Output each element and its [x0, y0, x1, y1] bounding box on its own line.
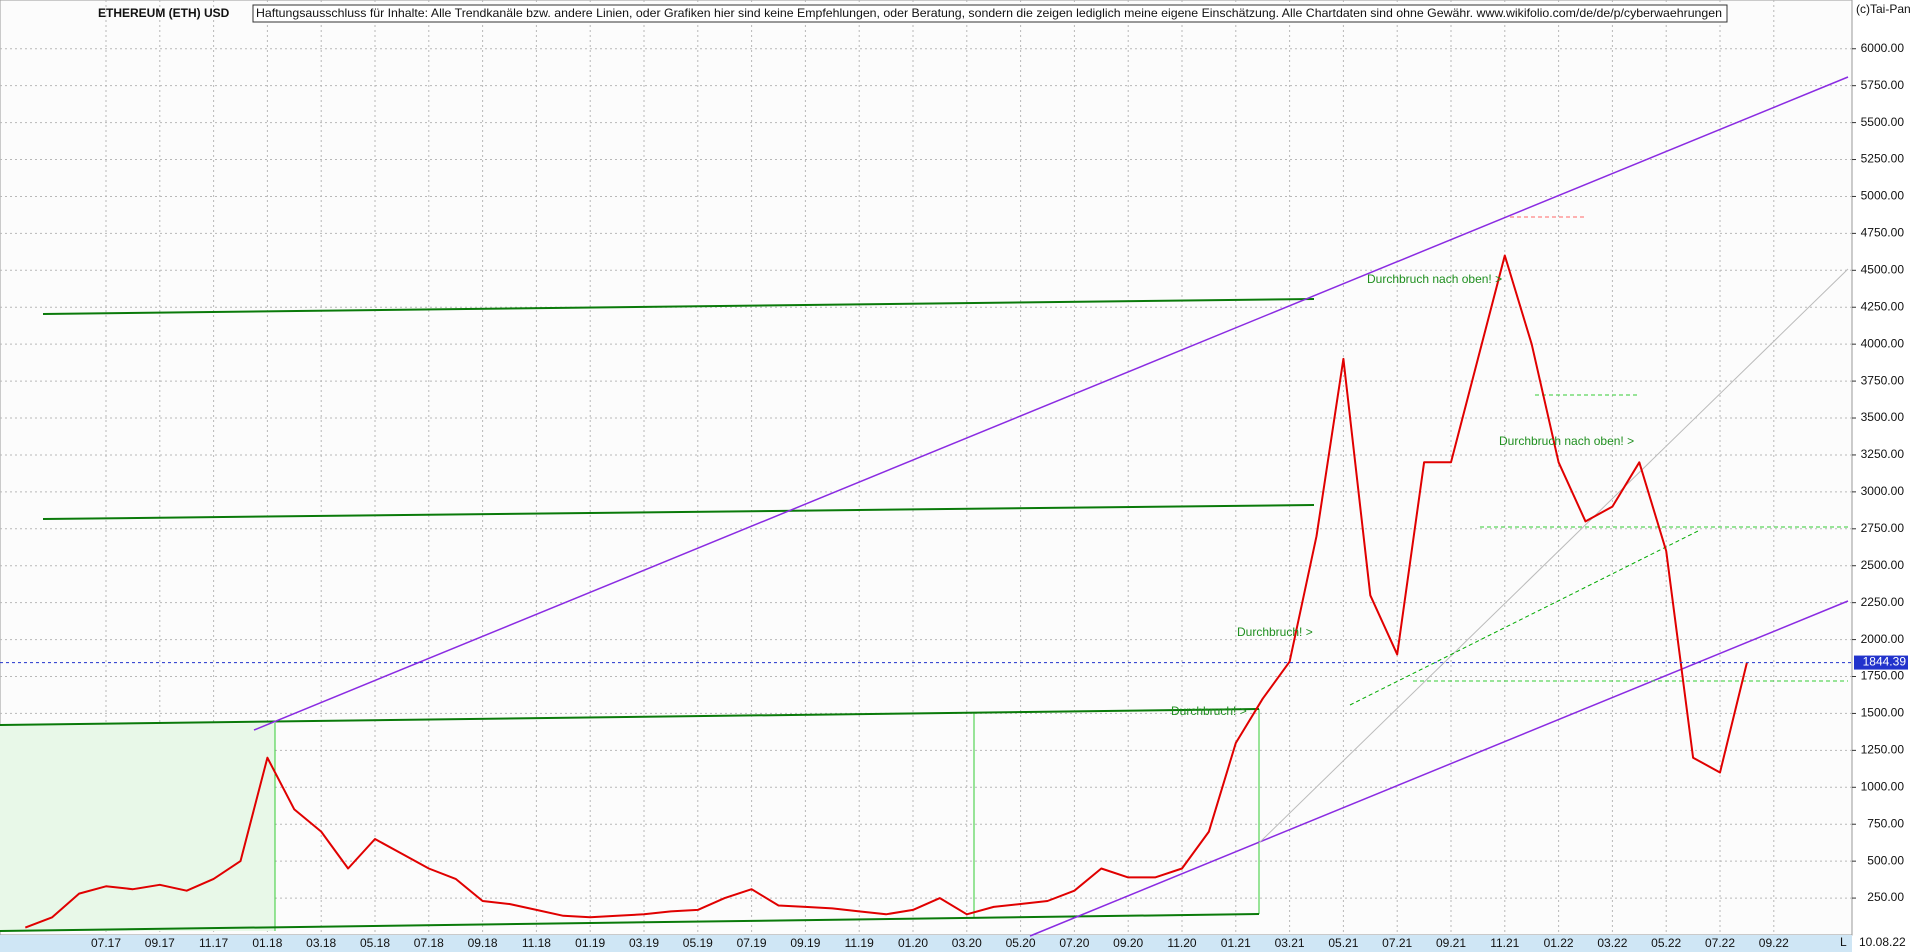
x-tick-label: 05.20 — [1006, 936, 1036, 950]
y-tick-label: 5000.00 — [1861, 189, 1905, 203]
x-tick-label: 07.21 — [1382, 936, 1412, 950]
x-tick-label: 05.19 — [683, 936, 713, 950]
annotation: Durchbruch nach oben! > — [1367, 272, 1502, 286]
trendline — [42, 298, 1315, 315]
y-tick-label: 4000.00 — [1861, 336, 1905, 350]
x-tick-label: 09.22 — [1759, 936, 1789, 950]
disclaimer: Haftungsausschluss für Inhalte: Alle Tre… — [256, 6, 1722, 20]
y-tick-label: 1500.00 — [1861, 706, 1905, 720]
y-tick-label: 500.00 — [1867, 853, 1904, 867]
y-tick-label: 4250.00 — [1861, 299, 1905, 313]
trendline — [42, 504, 1315, 520]
trendline — [0, 708, 1260, 726]
x-axis-band — [0, 935, 1852, 952]
channel-line — [253, 76, 1849, 731]
y-tick-label: 3250.00 — [1861, 447, 1905, 461]
x-tick-label: 11.19 — [845, 936, 874, 950]
x-tick-label: 07.18 — [414, 936, 444, 950]
x-tick-label: 01.22 — [1544, 936, 1574, 950]
corner-mark: L — [1840, 935, 1847, 949]
x-tick-label: 11.17 — [199, 936, 228, 950]
current-price-box — [1854, 655, 1908, 670]
x-tick-label: 07.20 — [1059, 936, 1089, 950]
y-tick-label: 250.00 — [1867, 890, 1904, 904]
zone — [0, 723, 275, 931]
x-tick-label: 01.20 — [898, 936, 928, 950]
plot-area — [0, 0, 1853, 936]
x-tick-label: 07.17 — [91, 936, 121, 950]
trendline — [0, 913, 1260, 932]
helper-line — [1258, 268, 1849, 844]
x-tick-label: 03.21 — [1275, 936, 1305, 950]
x-tick-label: 09.19 — [790, 936, 820, 950]
disclaimer-box — [252, 4, 1728, 23]
y-tick-label: 1250.00 — [1861, 743, 1905, 757]
x-tick-label: 01.21 — [1221, 936, 1251, 950]
x-tick-label: 01.18 — [252, 936, 282, 950]
y-tick-label: 2500.00 — [1861, 558, 1905, 572]
annotation: Durchbruch! > — [1237, 625, 1313, 639]
annotation: Durchbruch! > — [1171, 704, 1247, 718]
y-tick-label: 3000.00 — [1861, 484, 1905, 498]
current-price-label: 1844.39 — [1863, 655, 1907, 669]
channel-line — [1029, 600, 1849, 937]
data — [0, 254, 1852, 929]
y-tick-label: 3500.00 — [1861, 410, 1905, 424]
x-tick-label: 05.18 — [360, 936, 390, 950]
y-tick-label: 4500.00 — [1861, 262, 1905, 276]
x-tick-label: 11.18 — [522, 936, 551, 950]
x-tick-label: 03.22 — [1597, 936, 1627, 950]
x-tick-label: 07.19 — [737, 936, 767, 950]
y-tick-label: 6000.00 — [1861, 41, 1905, 55]
x-tick-label: 09.21 — [1436, 936, 1466, 950]
price-line — [24, 254, 1748, 929]
chart-title: ETHEREUM (ETH) USD — [98, 6, 230, 20]
y-tick-label: 2250.00 — [1861, 595, 1905, 609]
y-tick-label: 2000.00 — [1861, 632, 1905, 646]
grid — [0, 0, 1852, 935]
y-tick-label: 750.00 — [1867, 816, 1904, 830]
x-tick-label: 03.20 — [952, 936, 982, 950]
x-tick-label: 09.20 — [1113, 936, 1143, 950]
source: (c)Tai-Pan — [1856, 2, 1911, 16]
y-tick-label: 2750.00 — [1861, 521, 1905, 535]
y-tick-label: 4750.00 — [1861, 226, 1905, 240]
x-tick-label: 03.18 — [306, 936, 336, 950]
x-tick-label: 05.21 — [1328, 936, 1358, 950]
annotation: Durchbruch nach oben! > — [1499, 434, 1634, 448]
x-tick-label: 11.20 — [1167, 936, 1196, 950]
x-tick-label: 03.19 — [629, 936, 659, 950]
y-tick-label: 5250.00 — [1861, 152, 1905, 166]
x-tick-label: 11.21 — [1490, 936, 1519, 950]
x-tick-label: 01.19 — [575, 936, 605, 950]
y-tick-label: 3750.00 — [1861, 373, 1905, 387]
x-tick-label: 05.22 — [1651, 936, 1681, 950]
y-tick-label: 1750.00 — [1861, 669, 1905, 683]
y-tick-label: 5500.00 — [1861, 115, 1905, 129]
date-label: 10.08.22 — [1859, 935, 1906, 949]
x-tick-label: 09.17 — [145, 936, 175, 950]
y-tick-label: 5750.00 — [1861, 78, 1905, 92]
helper-line — [1349, 529, 1701, 706]
x-tick-label: 09.18 — [468, 936, 498, 950]
y-tick-label: 1000.00 — [1861, 779, 1905, 793]
x-tick-label: 07.22 — [1705, 936, 1735, 950]
trendlines — [0, 76, 1849, 937]
